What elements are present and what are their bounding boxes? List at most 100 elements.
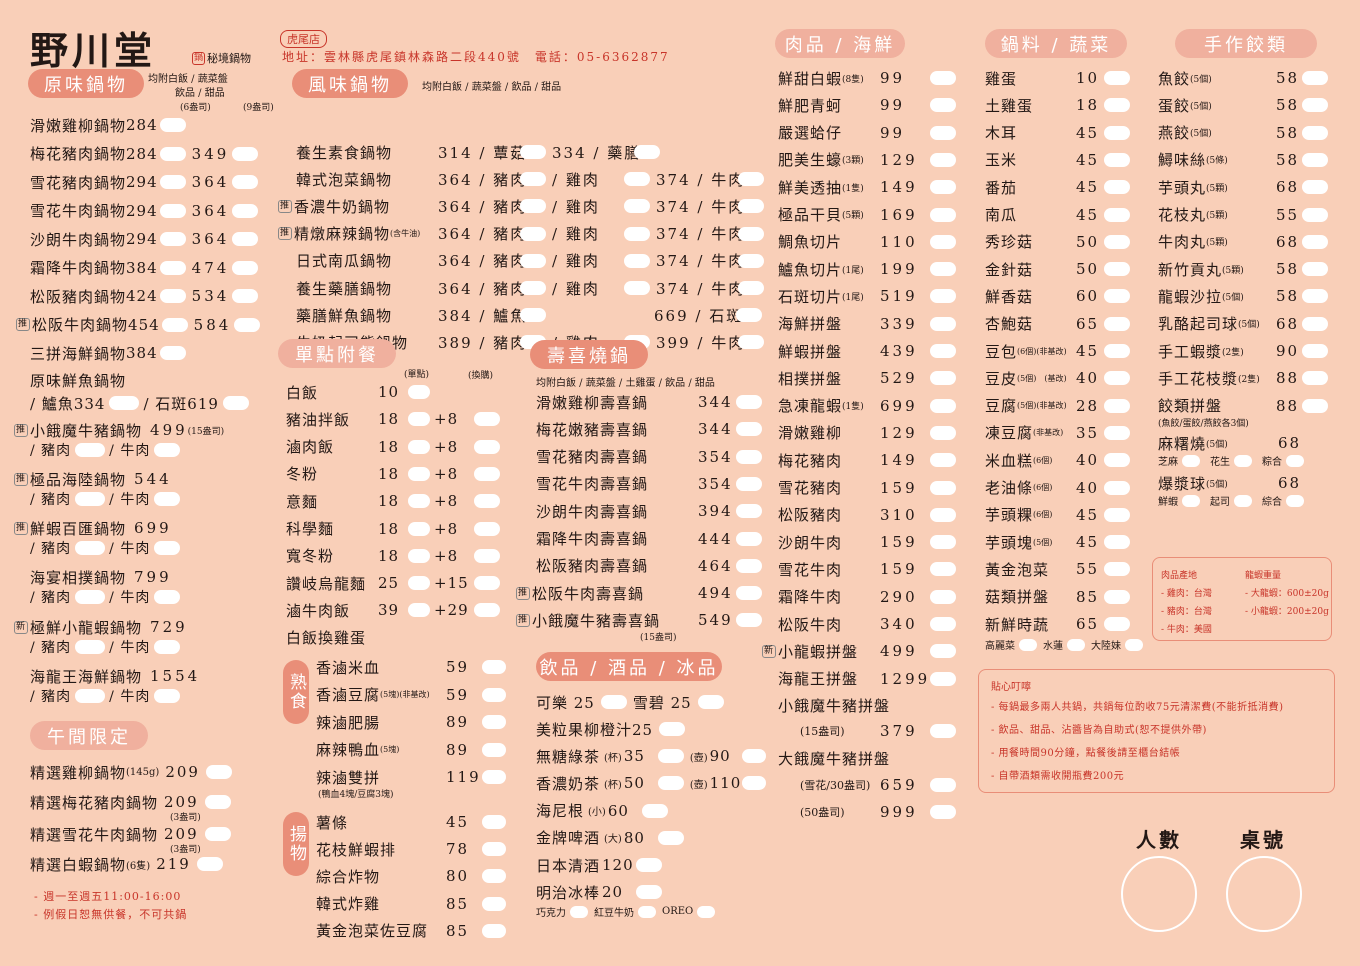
select-dumpling[interactable] bbox=[1302, 371, 1328, 386]
select-lunch[interactable] bbox=[204, 795, 231, 809]
select-single[interactable] bbox=[408, 494, 430, 509]
select-6oz[interactable] bbox=[159, 203, 186, 218]
select-flavor[interactable] bbox=[1182, 494, 1200, 507]
select-dumpling[interactable] bbox=[1302, 262, 1328, 277]
drink-cola-check[interactable] bbox=[600, 695, 627, 709]
select-pork[interactable] bbox=[75, 689, 106, 703]
select-veg[interactable] bbox=[1104, 371, 1130, 386]
select-meat[interactable] bbox=[930, 262, 956, 277]
select-meat[interactable] bbox=[930, 344, 956, 358]
select-b[interactable] bbox=[624, 226, 650, 241]
select-drink[interactable] bbox=[657, 776, 684, 791]
select-6oz[interactable] bbox=[161, 317, 188, 332]
select-c[interactable] bbox=[738, 226, 764, 241]
select-a[interactable] bbox=[520, 281, 546, 295]
select-meat[interactable] bbox=[930, 398, 956, 413]
select-9oz[interactable] bbox=[233, 317, 260, 332]
select-fried[interactable] bbox=[482, 923, 506, 938]
select-sukiyaki[interactable] bbox=[736, 558, 762, 573]
select-c[interactable] bbox=[738, 335, 764, 350]
select-beef[interactable] bbox=[154, 590, 181, 604]
select-a[interactable] bbox=[520, 145, 546, 159]
select-meat[interactable] bbox=[930, 316, 956, 331]
select-addon[interactable] bbox=[474, 603, 500, 618]
select-beef[interactable] bbox=[154, 689, 181, 703]
select-6oz[interactable] bbox=[159, 175, 186, 189]
select-single[interactable] bbox=[408, 548, 430, 563]
select-6oz[interactable] bbox=[159, 260, 186, 275]
select-veg[interactable] bbox=[1104, 507, 1130, 522]
select-veg[interactable] bbox=[1104, 589, 1130, 604]
select-fried[interactable] bbox=[482, 896, 506, 911]
select-meat[interactable] bbox=[930, 71, 956, 85]
select-drink[interactable] bbox=[641, 803, 668, 818]
select-flavor[interactable] bbox=[1234, 454, 1252, 467]
select-veg[interactable] bbox=[1104, 125, 1130, 140]
select-drink[interactable] bbox=[657, 749, 684, 764]
select-meat-extra[interactable] bbox=[930, 724, 956, 738]
select-b[interactable] bbox=[624, 199, 650, 214]
select-9oz[interactable] bbox=[231, 260, 258, 275]
select-cooked[interactable] bbox=[482, 770, 506, 784]
select-dumpling[interactable] bbox=[1302, 316, 1328, 331]
select-meat[interactable] bbox=[930, 644, 956, 659]
select-b[interactable] bbox=[624, 172, 650, 187]
select-6oz[interactable] bbox=[159, 146, 186, 161]
select-meat[interactable] bbox=[930, 589, 956, 604]
select-pork[interactable] bbox=[75, 541, 106, 555]
select-dumpling[interactable] bbox=[1302, 207, 1328, 222]
select-meat[interactable] bbox=[930, 371, 956, 386]
select-veg-option[interactable] bbox=[1019, 638, 1037, 651]
select-veg[interactable] bbox=[1104, 562, 1130, 577]
select-addon[interactable] bbox=[474, 466, 500, 481]
select-single[interactable] bbox=[408, 385, 430, 399]
select-drink-large[interactable] bbox=[741, 749, 766, 764]
select-lunch[interactable] bbox=[196, 857, 223, 871]
select-sukiyaki[interactable] bbox=[736, 476, 762, 491]
select-9oz[interactable] bbox=[231, 175, 258, 189]
select-drink[interactable] bbox=[657, 830, 684, 845]
select-meat[interactable] bbox=[930, 453, 956, 468]
select-6oz[interactable] bbox=[159, 232, 186, 246]
select-veg[interactable] bbox=[1104, 71, 1130, 85]
select-9oz[interactable] bbox=[231, 203, 258, 218]
table-number-field[interactable] bbox=[1226, 856, 1302, 932]
select-flavor[interactable] bbox=[1234, 494, 1252, 507]
select-single[interactable] bbox=[408, 603, 430, 618]
select-meat[interactable] bbox=[930, 180, 956, 195]
select-dumpling[interactable] bbox=[1302, 71, 1328, 85]
select-single[interactable] bbox=[408, 412, 430, 427]
select-veg[interactable] bbox=[1104, 316, 1130, 331]
select-popsicle[interactable] bbox=[638, 905, 656, 918]
select-drink[interactable] bbox=[659, 722, 686, 736]
select-veg-option[interactable] bbox=[1067, 638, 1085, 651]
select-meat[interactable] bbox=[930, 535, 956, 550]
select-beef[interactable] bbox=[154, 492, 181, 506]
select-sukiyaki[interactable] bbox=[736, 504, 762, 519]
select-popsicle[interactable] bbox=[570, 905, 588, 918]
select-sukiyaki[interactable] bbox=[736, 395, 762, 409]
select-flavor[interactable] bbox=[1286, 454, 1304, 467]
select-c[interactable] bbox=[738, 172, 764, 187]
select-beef[interactable] bbox=[154, 443, 181, 457]
select-veg[interactable] bbox=[1104, 535, 1130, 550]
select-veg[interactable] bbox=[1104, 234, 1130, 249]
select-c[interactable] bbox=[738, 281, 764, 295]
select-dumpling[interactable] bbox=[1302, 152, 1328, 167]
select-pork[interactable] bbox=[75, 443, 106, 457]
select-a[interactable] bbox=[520, 199, 546, 214]
select-9oz[interactable] bbox=[231, 289, 258, 303]
fish-check-2[interactable] bbox=[222, 396, 249, 410]
select-dumpling[interactable] bbox=[1302, 125, 1328, 140]
select-fried[interactable] bbox=[482, 842, 506, 857]
select-sukiyaki[interactable] bbox=[736, 586, 762, 601]
select-fried[interactable] bbox=[482, 869, 506, 884]
select-drink[interactable] bbox=[636, 885, 663, 900]
select-veg[interactable] bbox=[1104, 480, 1130, 495]
select-meat[interactable] bbox=[930, 425, 956, 440]
select-9oz[interactable] bbox=[231, 146, 258, 161]
select-a[interactable] bbox=[520, 253, 546, 268]
select-addon[interactable] bbox=[474, 412, 500, 427]
select-sukiyaki[interactable] bbox=[736, 449, 762, 464]
select-pork[interactable] bbox=[75, 590, 106, 604]
